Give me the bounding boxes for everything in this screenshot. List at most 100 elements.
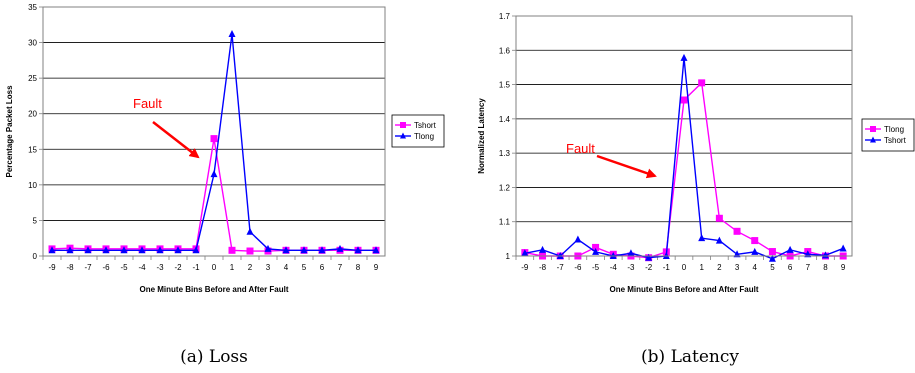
data-point-tshort bbox=[821, 251, 829, 259]
data-point-tlong bbox=[156, 246, 164, 254]
latency-series bbox=[521, 53, 847, 262]
y-tick-label: 1.4 bbox=[499, 115, 511, 124]
data-point-tshort bbox=[715, 236, 723, 244]
x-tick-label: -8 bbox=[539, 263, 547, 272]
loss-y-tick-labels: 0 5 10 15 20 25 30 35 bbox=[28, 3, 37, 261]
latency-x-axis-label: One Minute Bins Before and After Fault bbox=[609, 285, 758, 294]
x-tick-label: 8 bbox=[356, 263, 361, 272]
x-tick-label: -6 bbox=[102, 263, 110, 272]
loss-caption: (a) Loss bbox=[180, 347, 248, 367]
data-point-tlong bbox=[698, 79, 706, 87]
data-point-tlong bbox=[768, 248, 776, 256]
x-tick-label: 6 bbox=[788, 263, 793, 272]
data-point-tshort bbox=[839, 244, 847, 252]
latency-caption: (b) Latency bbox=[641, 347, 739, 367]
loss-y-axis-label: Percentage Packet Loss bbox=[5, 85, 14, 178]
series-line-tlong bbox=[524, 81, 844, 259]
x-tick-label: -7 bbox=[84, 263, 92, 272]
legend-label: Tshort bbox=[414, 121, 437, 130]
legend-marker bbox=[400, 132, 406, 139]
latency-y-tick-labels: 1 1.1 1.2 1.3 1.4 1.5 1.6 1.7 bbox=[499, 12, 511, 261]
x-tick-label: -4 bbox=[138, 263, 146, 272]
legend-marker bbox=[870, 126, 876, 132]
data-point-tlong bbox=[228, 30, 236, 38]
loss-plot-frame bbox=[42, 6, 386, 257]
data-point-tshort bbox=[574, 235, 582, 243]
x-tick-label: 7 bbox=[806, 263, 811, 272]
loss-chart: 0 5 10 15 20 25 30 35 -9 -8 -7 -6 -5 -4 -3 -2 -1 0 1 2 3 4 5 6… bbox=[5, 3, 445, 367]
y-tick-label: 1.1 bbox=[499, 218, 511, 227]
data-point-tshort bbox=[786, 245, 794, 253]
data-point-tlong bbox=[210, 170, 218, 178]
data-point-tlong bbox=[680, 96, 688, 104]
data-point-tshort bbox=[228, 246, 236, 254]
x-tick-label: -7 bbox=[557, 263, 565, 272]
legend-marker bbox=[400, 122, 406, 128]
loss-legend: Tshort Tlong bbox=[391, 114, 445, 148]
data-point-tlong bbox=[84, 246, 92, 254]
x-tick-label: 8 bbox=[823, 263, 828, 272]
data-point-tlong bbox=[174, 246, 182, 254]
data-point-tshort bbox=[521, 249, 529, 257]
y-tick-label: 35 bbox=[28, 3, 37, 12]
y-tick-label: 25 bbox=[28, 74, 37, 83]
latency-chart: 11.11.21.31.41.51.61.7 -9 -8 -7 -6 -5 -4 -3 -2-… bbox=[477, 12, 915, 367]
data-point-tlong bbox=[102, 246, 110, 254]
x-tick-label: -2 bbox=[174, 263, 182, 272]
y-tick-label: 20 bbox=[28, 110, 37, 119]
x-tick-label: -1 bbox=[192, 263, 200, 272]
data-point-tshort bbox=[210, 135, 218, 143]
data-point-tlong bbox=[733, 227, 741, 235]
legend-label: Tlong bbox=[884, 125, 904, 134]
x-tick-label: 9 bbox=[374, 263, 379, 272]
x-tick-label: -3 bbox=[627, 263, 635, 272]
legend-box bbox=[391, 114, 445, 148]
legend-label: Tlong bbox=[414, 132, 434, 141]
x-tick-label: 0 bbox=[212, 263, 217, 272]
y-tick-label: 10 bbox=[28, 181, 37, 190]
data-point-tshort bbox=[751, 247, 759, 255]
data-point-tlong bbox=[592, 243, 600, 251]
data-point-tlong bbox=[751, 237, 759, 245]
x-tick-label: -5 bbox=[592, 263, 600, 272]
x-tick-label: 1 bbox=[230, 263, 235, 272]
y-tick-label: 5 bbox=[33, 216, 38, 225]
latency-fault-arrow bbox=[596, 154, 657, 179]
loss-x-tick-labels: -9 -8 -7 -6 -5 -4 -3 -2 -1 0 1 2 3 4 5 6 7 8 9 bbox=[42, 256, 379, 272]
loss-fault-annotation: Fault bbox=[133, 96, 162, 111]
y-tick-label: 1.3 bbox=[499, 149, 511, 158]
x-tick-label: -5 bbox=[120, 263, 128, 272]
data-point-tlong bbox=[300, 246, 308, 254]
x-tick-label: 5 bbox=[770, 263, 775, 272]
series-line-tshort bbox=[51, 138, 376, 252]
x-tick-label: -8 bbox=[66, 263, 74, 272]
data-point-tlong bbox=[246, 227, 254, 235]
data-point-tlong bbox=[715, 214, 723, 222]
x-tick-label: -1 bbox=[663, 263, 671, 272]
x-tick-label: 2 bbox=[248, 263, 253, 272]
x-tick-label: 1 bbox=[699, 263, 704, 272]
x-tick-label: -9 bbox=[521, 263, 529, 272]
data-point-tlong bbox=[120, 246, 128, 254]
loss-gridlines bbox=[39, 6, 385, 257]
data-point-tlong bbox=[372, 246, 380, 254]
x-tick-label: 4 bbox=[284, 263, 289, 272]
y-tick-label: 1 bbox=[506, 252, 511, 261]
latency-y-axis-label: Normalized Latency bbox=[477, 98, 486, 174]
y-tick-label: 0 bbox=[33, 252, 38, 261]
x-tick-label: 2 bbox=[717, 263, 722, 272]
data-point-tshort bbox=[645, 253, 653, 261]
data-point-tlong bbox=[48, 246, 56, 254]
legend-box bbox=[861, 118, 915, 152]
data-point-tlong bbox=[282, 246, 290, 254]
x-tick-label: -4 bbox=[610, 263, 618, 272]
latency-fault-annotation: Fault bbox=[566, 141, 595, 156]
latency-x-tick-labels: -9 -8 -7 -6 -5 -4 -3 -2 -1 0 1 2 3 4 5 6 7 8 9 bbox=[515, 256, 846, 272]
x-tick-label: -9 bbox=[48, 263, 56, 272]
x-tick-label: 7 bbox=[338, 263, 343, 272]
x-tick-label: -6 bbox=[574, 263, 582, 272]
data-point-tlong bbox=[192, 246, 200, 254]
loss-series bbox=[48, 30, 380, 255]
data-point-tshort bbox=[680, 53, 688, 61]
